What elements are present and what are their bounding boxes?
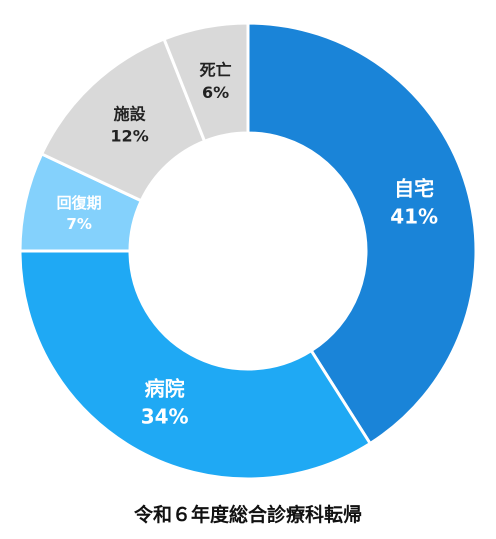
slice-2 [18,249,373,481]
slice-2-percent-label: 34% [141,405,189,429]
slice-3-percent-label: 7% [66,215,91,233]
slice-1-category-label: 自宅 [394,177,434,201]
slice-4-category-label: 施設 [114,104,147,123]
slice-labels: 自宅 41% 病院 34% 回復期 7% 施設 12% 死亡 6% [57,60,438,428]
slice-4-percent-label: 12% [110,127,148,146]
slice-1-percent-label: 41% [390,205,438,229]
slice-2-category-label: 病院 [145,377,185,401]
chart-title: 令和６年度総合診療科転帰 [133,504,362,526]
slice-1 [246,21,478,446]
slice-5-category-label: 死亡 [200,60,232,79]
donut-slices [18,21,478,481]
slice-3-category-label: 回復期 [57,194,102,212]
slice-5 [162,21,250,144]
slice-5-percent-label: 6% [202,83,229,102]
